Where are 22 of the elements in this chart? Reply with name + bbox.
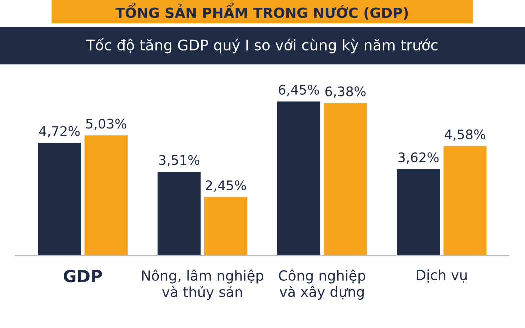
bar	[158, 172, 201, 256]
bar	[204, 197, 248, 256]
data-label: 3,51%	[159, 155, 200, 167]
bar	[324, 103, 368, 256]
chart-title: TỔNG SẢN PHẨM TRONG NƯỚC (GDP)	[116, 2, 408, 20]
x-tick-label: Nông, lâm nghiệp và thủy sản	[142, 270, 264, 300]
bar	[38, 143, 82, 256]
data-label: 4,72%	[39, 126, 80, 138]
chart-subtitle: Tốc độ tăng GDP quý I so với cùng kỳ năm trước	[86, 38, 438, 54]
bar	[397, 169, 440, 256]
data-label: 6,38%	[326, 86, 366, 98]
bar	[84, 136, 128, 256]
x-tick-label: Công nghiệp và xây dựng	[279, 270, 366, 300]
x-tick-label: GDP	[64, 270, 102, 283]
data-label: 4,58%	[444, 130, 486, 141]
data-label: 5,03%	[86, 118, 127, 130]
bar	[277, 102, 321, 256]
data-label: 6,45%	[278, 84, 320, 96]
x-tick-label: Dịch vụ	[417, 270, 467, 283]
data-label: 2,45%	[206, 180, 246, 192]
data-label: 3,62%	[398, 152, 439, 164]
bar	[444, 146, 487, 256]
